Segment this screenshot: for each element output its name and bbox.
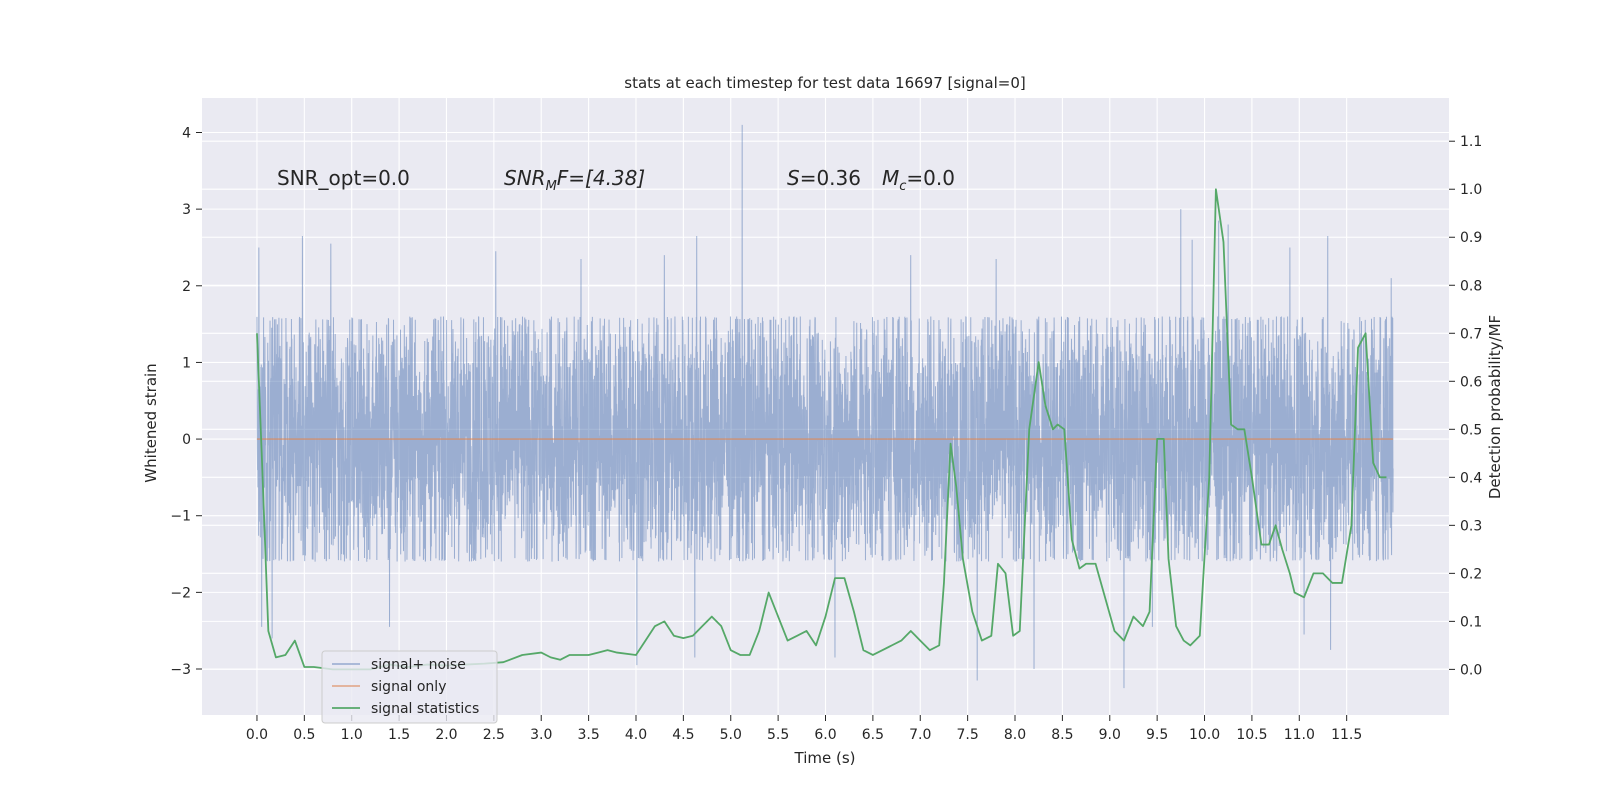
axes-layer: 0.0 0.5 1.0 1.5 2.0 2.5 3.0 3.5 4.0 4.5 5.0 5.5 6.0 6… [170, 125, 1482, 743]
y-left-tick-label-0: 4 [182, 125, 191, 141]
y-right-tick-label-11: 0.0 [1460, 662, 1482, 678]
y-right-tick-label-1: 1.0 [1460, 182, 1482, 198]
x-tick-label-2: 1.0 [341, 727, 363, 743]
x-tick-label-13: 6.5 [862, 727, 884, 743]
x-tick-label-21: 10.5 [1236, 727, 1267, 743]
y-left-tick-label-2: 2 [182, 279, 191, 295]
x-tick-label-22: 11.0 [1284, 727, 1315, 743]
annotation-mc-suffix: =0.0 [906, 166, 955, 190]
annotation-mc-sub: c [899, 179, 906, 194]
x-tick-label-16: 8.0 [1004, 727, 1026, 743]
x-tick-label-6: 3.0 [530, 727, 552, 743]
y-right-tick-label-6: 0.5 [1460, 422, 1482, 438]
x-tick-label-15: 7.5 [957, 727, 979, 743]
x-axis-label: Time (s) [794, 749, 856, 767]
x-tick-label-9: 4.5 [672, 727, 694, 743]
x-tick-label-11: 5.5 [767, 727, 789, 743]
annotation-snr-mf-main: SNR [504, 166, 546, 190]
annotation-s-main: S [787, 166, 800, 190]
x-tick-label-19: 9.5 [1146, 727, 1168, 743]
series-layer [256, 124, 1394, 689]
x-tick-label-1: 0.5 [293, 727, 315, 743]
y-right-tick-label-0: 1.1 [1460, 134, 1482, 150]
x-tick-label-8: 4.0 [625, 727, 647, 743]
legend-label-signal-noise: signal+ noise [371, 657, 466, 673]
y-right-tick-label-7: 0.4 [1460, 470, 1482, 486]
annotation-s: S=0.36 [787, 166, 861, 190]
legend: signal+ noise signal only signal statist… [321, 650, 498, 724]
y-right-tick-label-8: 0.3 [1460, 518, 1482, 534]
legend-label-signal-only: signal only [371, 679, 446, 695]
x-tick-label-12: 6.0 [814, 727, 836, 743]
y-right-tick-label-3: 0.8 [1460, 278, 1482, 294]
legend-label-signal-statistics: signal statistics [371, 701, 479, 717]
y-right-tick-label-10: 0.1 [1460, 614, 1482, 630]
x-tick-label-20: 10.0 [1189, 727, 1220, 743]
x-tick-label-3: 1.5 [388, 727, 410, 743]
annotation-snr-mf-suffix: F=[4.38] [557, 166, 645, 190]
y-left-tick-label-6: −2 [170, 585, 191, 601]
y-axis-label-left: Whitened strain [142, 363, 160, 482]
y-left-tick-label-3: 1 [182, 355, 191, 371]
x-tick-label-0: 0.0 [246, 727, 268, 743]
y-right-tick-label-4: 0.7 [1460, 326, 1482, 342]
y-left-tick-label-5: −1 [170, 509, 191, 525]
x-tick-label-17: 8.5 [1051, 727, 1073, 743]
legend-frame [321, 650, 498, 724]
y-left-tick-label-4: 0 [182, 432, 191, 448]
y-left-tick-label-7: −3 [170, 662, 191, 678]
y-left-tick-label-1: 3 [182, 202, 191, 218]
annotation-snr-mf: SNRMF=[4.38] [504, 166, 645, 194]
x-tick-label-5: 2.5 [483, 727, 505, 743]
x-tick-label-7: 3.5 [577, 727, 599, 743]
y-right-tick-label-2: 0.9 [1460, 230, 1482, 246]
chart-title: stats at each timestep for test data 166… [624, 74, 1025, 92]
y-axis-label-right: Detection probability/MF [1486, 315, 1504, 499]
annotation-snr-opt: SNR_opt=0.0 [277, 166, 410, 190]
annotation-s-suffix: =0.36 [800, 166, 861, 190]
x-tick-label-14: 7.0 [909, 727, 931, 743]
x-tick-label-18: 9.0 [1099, 727, 1121, 743]
y-right-tick-label-9: 0.2 [1460, 566, 1482, 582]
y-right-tick-label-5: 0.6 [1460, 374, 1482, 390]
x-tick-label-10: 5.0 [720, 727, 742, 743]
x-tick-label-23: 11.5 [1331, 727, 1362, 743]
annotation-mc-main: M [882, 166, 899, 190]
series-signal-statistics-line [256, 188, 1387, 671]
annotation-snr-mf-sub: M [546, 179, 557, 194]
annotation-mc: Mc=0.0 [882, 166, 955, 194]
x-tick-label-4: 2.0 [435, 727, 457, 743]
